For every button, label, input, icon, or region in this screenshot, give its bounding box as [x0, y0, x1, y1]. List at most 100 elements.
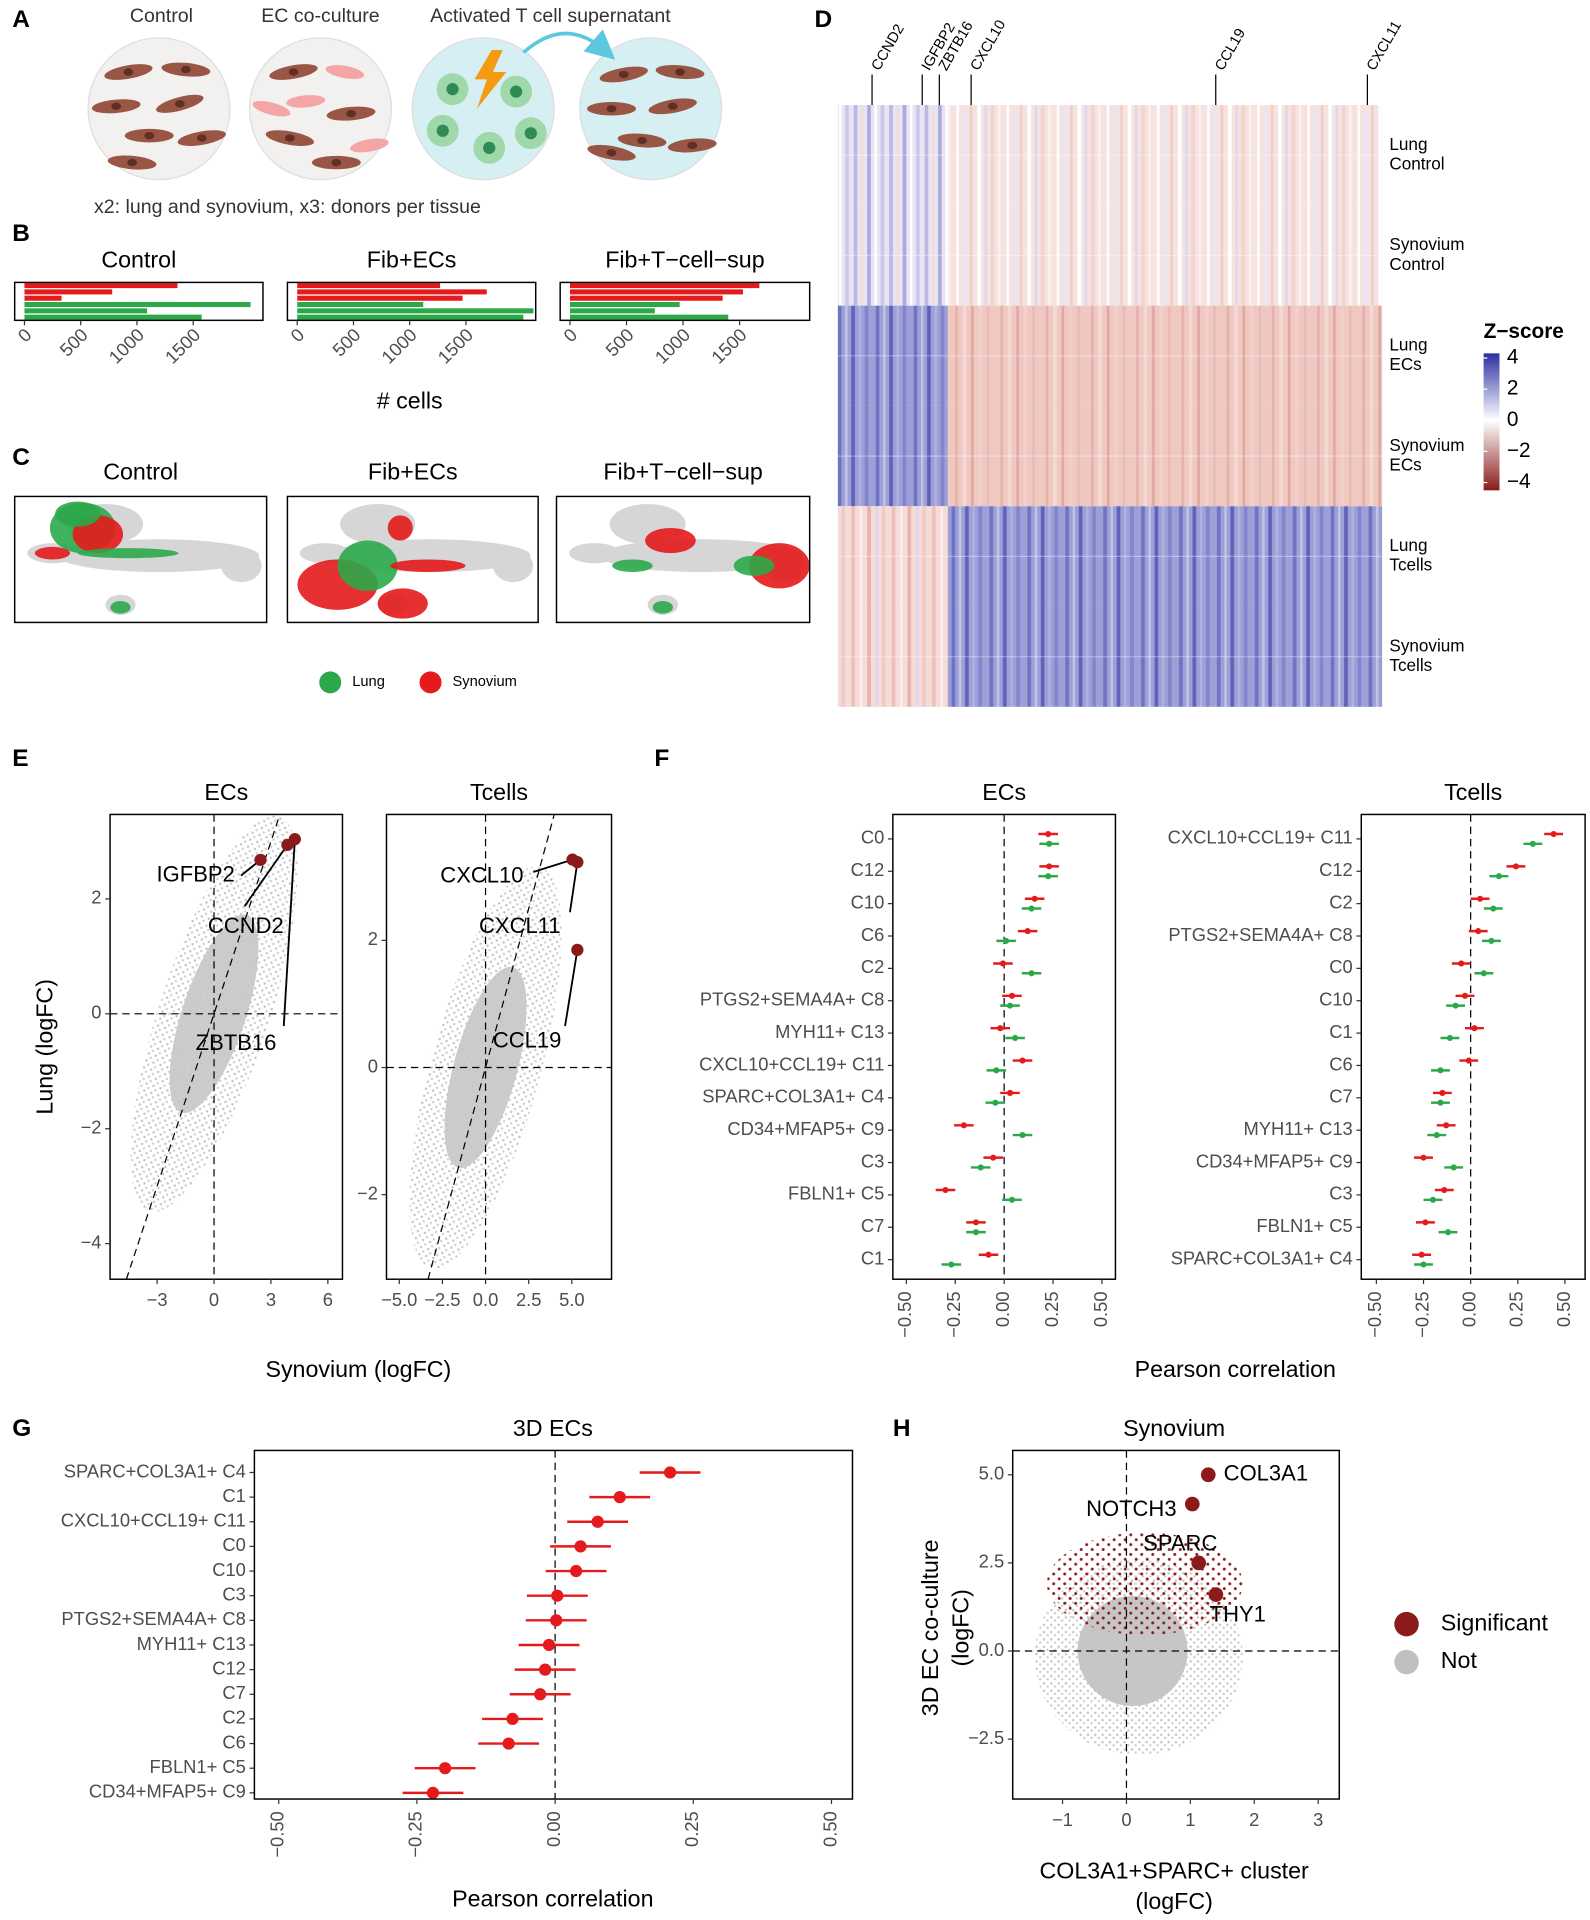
gene-label: CXCL11	[1364, 19, 1405, 74]
heatmap-block	[947, 405, 1383, 507]
point	[942, 1186, 949, 1194]
heatmap-block	[947, 105, 1383, 206]
legend-swatch	[1394, 1649, 1419, 1675]
point	[1028, 970, 1035, 977]
colorbar-title: Z−score	[1484, 320, 1564, 343]
x-tick-label: 1000	[377, 324, 421, 368]
chart-title: Control	[103, 458, 178, 484]
point	[1019, 1132, 1026, 1139]
y-tick-label: C12	[851, 859, 885, 880]
chart-title: Fib+ECs	[367, 247, 457, 273]
x-axis-title: (logFC)	[1135, 1888, 1212, 1914]
point	[506, 1712, 519, 1726]
legend-label: Synovium	[453, 674, 517, 690]
leader-line	[532, 858, 573, 873]
point	[972, 1219, 980, 1226]
y-tick-label: C12	[1319, 859, 1353, 880]
panel-letter: F	[654, 745, 669, 772]
y-tick-label: CD34+MFAP5+ C9	[727, 1118, 884, 1139]
point	[571, 943, 584, 956]
point	[1512, 863, 1519, 870]
chart-title: Fib+T−cell−sup	[603, 458, 762, 484]
point	[1433, 1132, 1440, 1139]
legend-swatch	[319, 671, 342, 694]
x-axis-title: # cells	[377, 387, 443, 413]
chart-title: Control	[101, 247, 176, 273]
x-tick-label: 2	[1249, 1809, 1259, 1830]
heatmap-block	[837, 305, 948, 406]
transfer-arrow	[522, 29, 616, 60]
x-tick-label: 5.0	[559, 1289, 584, 1310]
point	[1443, 1122, 1450, 1129]
plot-frame	[385, 813, 613, 1280]
plot-frame	[13, 495, 268, 624]
x-tick-label: 0.00	[543, 1811, 564, 1847]
plot-frame	[286, 281, 537, 322]
point	[1461, 992, 1469, 999]
nucleus	[687, 141, 698, 150]
point	[1471, 1025, 1478, 1032]
y-tick-label: C12	[212, 1657, 246, 1678]
heatmap-block	[947, 305, 1383, 406]
point	[1488, 937, 1495, 944]
chart-title: Tcells	[470, 779, 528, 805]
x-axis-title: COL3A1+SPARC+ cluster	[1040, 1858, 1310, 1884]
x-tick-label: −1	[1052, 1809, 1073, 1830]
point	[1444, 1229, 1452, 1236]
point	[1003, 937, 1010, 944]
nucleus	[284, 134, 295, 142]
point	[502, 1737, 515, 1750]
point	[1439, 1089, 1446, 1096]
point	[1529, 840, 1536, 847]
x-tick-label: 0.50	[1553, 1291, 1574, 1327]
point	[1475, 928, 1482, 935]
umap-background	[299, 543, 351, 564]
point	[1012, 1034, 1019, 1042]
point	[977, 1164, 984, 1171]
legend-swatch	[1394, 1611, 1419, 1637]
heatmap-block	[837, 205, 948, 306]
colorbar-tick-label: 4	[1507, 346, 1519, 369]
heatmap-block	[837, 506, 948, 607]
point	[985, 1251, 992, 1258]
y-tick-label: 2.5	[979, 1551, 1004, 1572]
nucleus	[174, 100, 185, 108]
umap-cells	[748, 543, 810, 589]
point	[574, 1540, 587, 1553]
umap-background	[569, 543, 620, 564]
point	[1477, 895, 1484, 902]
umap-cells	[77, 548, 179, 559]
bar	[24, 302, 251, 308]
point	[1420, 1154, 1427, 1161]
y-tick-label: CD34+MFAP5+ C9	[89, 1781, 246, 1802]
point	[1006, 1002, 1014, 1009]
chart-title: Fib+T−cell−sup	[605, 247, 764, 273]
plot-frame	[555, 495, 811, 624]
point	[1008, 1196, 1016, 1203]
point	[1028, 905, 1035, 912]
nucleus	[123, 68, 134, 76]
nucleus	[144, 131, 155, 140]
point	[1184, 1496, 1200, 1512]
point	[1490, 905, 1497, 912]
point	[571, 856, 584, 869]
chart-title: Fib+ECs	[368, 458, 458, 484]
point-label: CCND2	[208, 913, 284, 938]
nucleus	[675, 68, 685, 76]
bar	[570, 314, 729, 320]
point	[426, 1786, 440, 1799]
x-tick-label: 0.50	[1090, 1291, 1111, 1327]
colorbar-tick-label: −4	[1507, 470, 1531, 493]
colorbar-tick-label: 0	[1507, 408, 1519, 431]
identity-line	[427, 814, 555, 1280]
point	[1452, 1002, 1459, 1009]
y-axis-title: (logFC)	[948, 1589, 974, 1666]
nucleus	[181, 65, 191, 74]
y-tick-label: C6	[861, 924, 884, 945]
point	[539, 1663, 552, 1676]
bar	[24, 308, 148, 314]
point	[999, 960, 1007, 967]
x-tick-label: −2.5	[424, 1289, 460, 1310]
point-label: IGFBP2	[157, 861, 235, 886]
